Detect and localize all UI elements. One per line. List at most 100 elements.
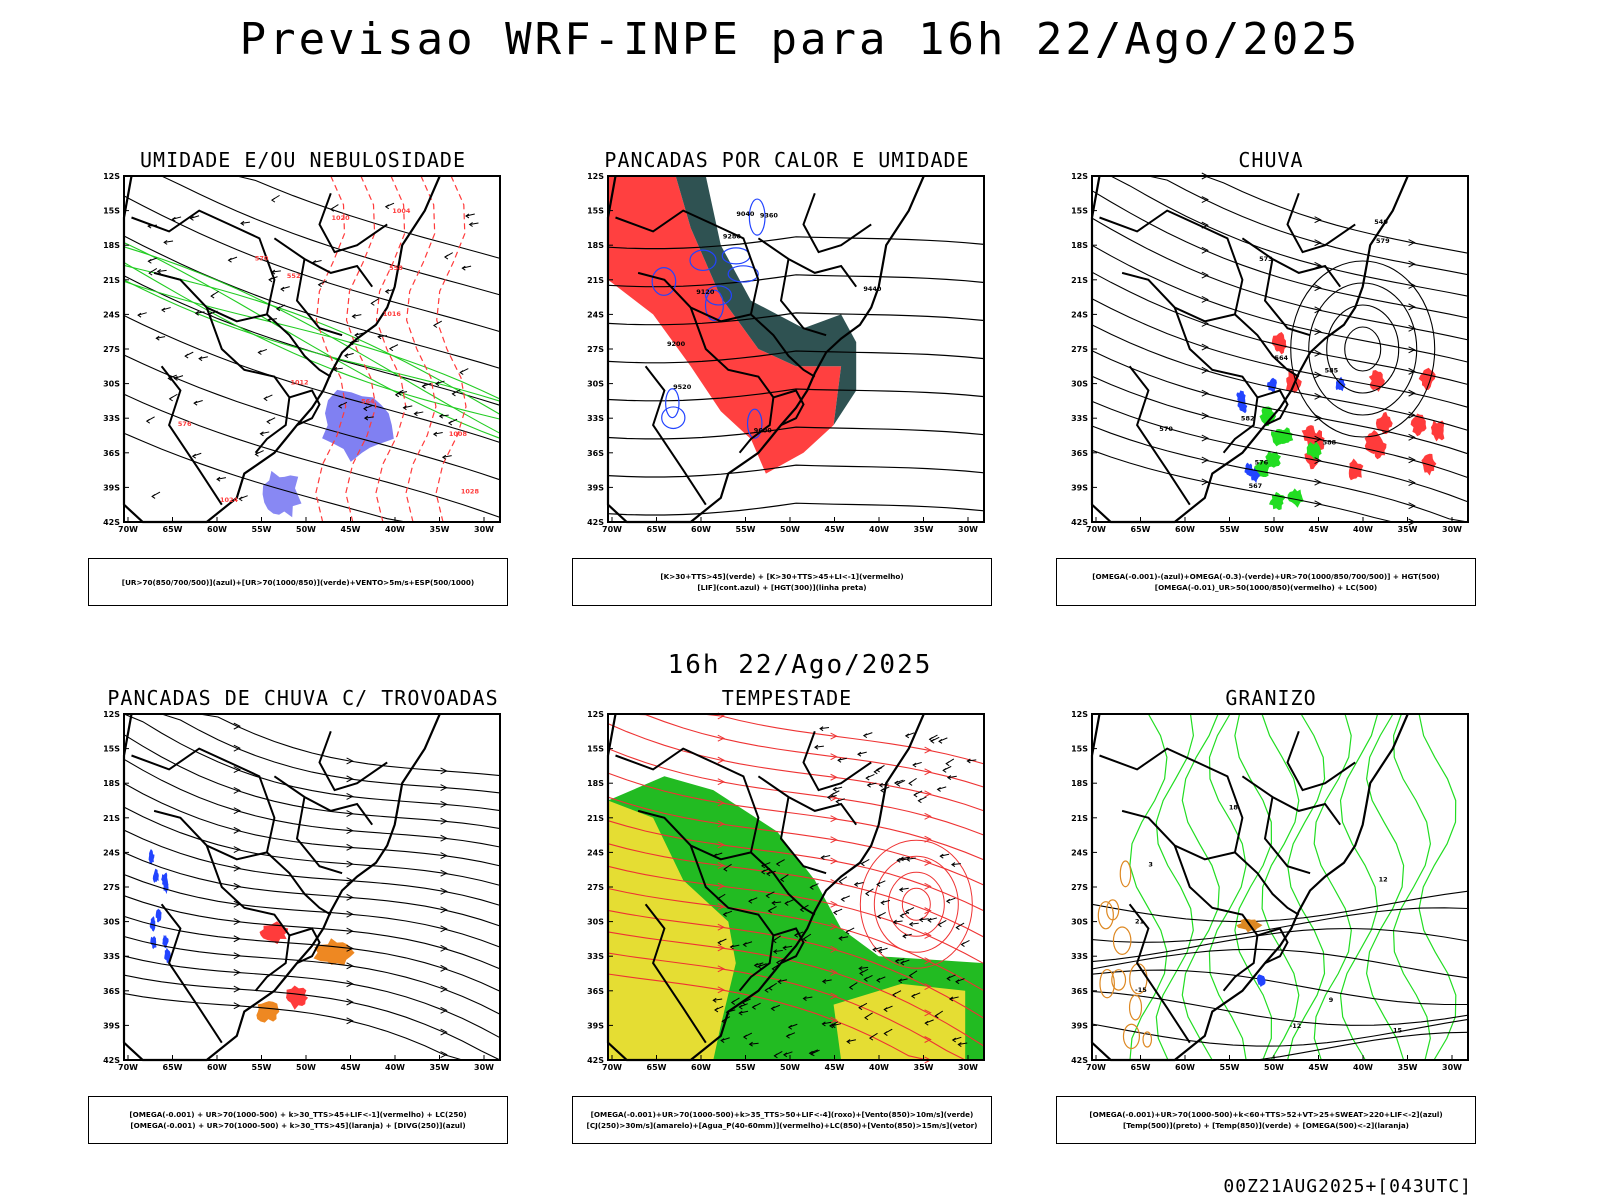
wind-vector-head <box>799 907 804 913</box>
wind-vector <box>271 270 281 273</box>
country-border <box>615 209 760 323</box>
flow-arrow <box>1408 502 1416 510</box>
divergence-area-blue <box>150 936 157 950</box>
wind-vector-head <box>955 925 960 931</box>
flow-arrow <box>717 841 725 849</box>
wind-vector-head <box>928 736 933 742</box>
instability-area-teal <box>675 176 857 426</box>
streamline-250 <box>123 829 501 906</box>
country-border <box>205 307 291 454</box>
wind-vector-head <box>433 323 438 328</box>
thickness-contour-red <box>375 175 407 523</box>
omega-contour-orange <box>1142 1031 1153 1048</box>
wind-vector-head <box>748 1041 753 1047</box>
wind-vector-head <box>772 949 778 955</box>
flow-arrow <box>346 980 354 988</box>
country-border <box>131 209 276 323</box>
cyclone-contour <box>873 855 959 953</box>
wind-vector-head <box>942 767 947 773</box>
flow-arrow <box>1314 349 1322 357</box>
contour-label: 1012 <box>290 378 308 386</box>
lon-label: 65W <box>647 1063 667 1072</box>
wind-vector-head <box>860 861 865 867</box>
wind-vector-head <box>897 978 903 984</box>
country-border <box>644 365 707 506</box>
wind-vector-head <box>835 799 840 805</box>
lat-label: 39S <box>587 1021 604 1030</box>
flow-arrow <box>440 767 448 775</box>
wind-vector-head <box>173 375 178 381</box>
flow-arrow <box>924 983 932 990</box>
wind-vector-head <box>714 1007 719 1013</box>
lon-label: 55W <box>252 1063 272 1072</box>
humidity-area-blue <box>322 389 394 462</box>
country-border <box>289 389 321 427</box>
lat-label: 42S <box>103 518 120 527</box>
flow-arrow <box>924 746 932 754</box>
wind-vector <box>967 759 977 762</box>
flow-arrow <box>830 815 838 823</box>
temp-850-contour <box>1129 713 1168 1061</box>
flow-arrow <box>1201 246 1209 254</box>
streamline <box>1092 175 1469 297</box>
wind-vector-head <box>227 257 232 263</box>
wind-vector-head <box>770 1006 775 1012</box>
pressure-isobar <box>124 175 501 296</box>
lon-label: 70W <box>118 525 138 534</box>
country-border <box>1128 365 1191 506</box>
lat-label: 12S <box>103 710 120 719</box>
lon-label: 60W <box>1175 1063 1195 1072</box>
wind-vector-head <box>137 312 142 318</box>
map-umidade: 1008 1016 1012 1020 1024 1028 576 570 564 558 552 1… <box>103 172 501 534</box>
lon-label: 50W <box>1264 525 1284 534</box>
wind-vector-head <box>873 769 878 775</box>
temp-850-contour <box>1181 713 1220 1061</box>
flow-arrow <box>346 944 354 952</box>
country-border <box>773 927 805 965</box>
streamline-850 <box>607 931 985 1047</box>
wind-vector <box>216 477 227 480</box>
lon-label: 40W <box>1353 525 1373 534</box>
lon-label: 45W <box>825 1063 845 1072</box>
wind-vector <box>902 933 912 937</box>
country-border <box>779 796 827 875</box>
lifted-index-contour <box>746 408 763 439</box>
wind-vector-head <box>767 908 772 914</box>
pressure-isobar <box>123 195 501 333</box>
wind-vector <box>906 857 916 860</box>
lifted-index-contour <box>665 388 680 419</box>
streamline-850 <box>607 723 985 812</box>
flow-arrow <box>924 812 932 820</box>
lat-label: 24S <box>1071 848 1088 857</box>
temp-850-contour <box>1392 713 1432 1061</box>
lon-label: 65W <box>163 1063 183 1072</box>
wind-vector-head <box>832 786 837 792</box>
country-border <box>1099 209 1244 323</box>
jet-area-yellow <box>833 983 966 1060</box>
wind-vector-head <box>883 1007 888 1012</box>
wind-vector-head <box>742 1034 748 1040</box>
wind-vector-head <box>216 476 221 482</box>
cyclone-contour <box>1308 282 1418 416</box>
divergence-area-blue <box>148 849 155 865</box>
wind-vector-head <box>876 914 881 920</box>
wind-vector-head <box>894 958 899 964</box>
streamline-250 <box>124 713 501 794</box>
lon-label: 30W <box>1442 525 1462 534</box>
wind-vector-head <box>908 973 913 979</box>
wind-vector-head <box>751 1004 756 1010</box>
wind-vector <box>803 996 813 1000</box>
lat-label: 39S <box>1071 483 1088 492</box>
country-border <box>273 237 374 288</box>
wind-vector-head <box>864 1015 869 1021</box>
streamline-250 <box>123 734 501 830</box>
wind-vector-head <box>198 356 203 362</box>
lat-label: 15S <box>587 745 604 754</box>
wind-vector-head <box>738 1004 743 1010</box>
contour-label: 582 <box>1241 414 1255 422</box>
streamline-850 <box>607 772 985 861</box>
wind-vector-head <box>945 761 950 767</box>
contour-label: 585 <box>1325 367 1339 375</box>
wind-vector <box>352 314 362 317</box>
wind-vector <box>240 221 250 224</box>
